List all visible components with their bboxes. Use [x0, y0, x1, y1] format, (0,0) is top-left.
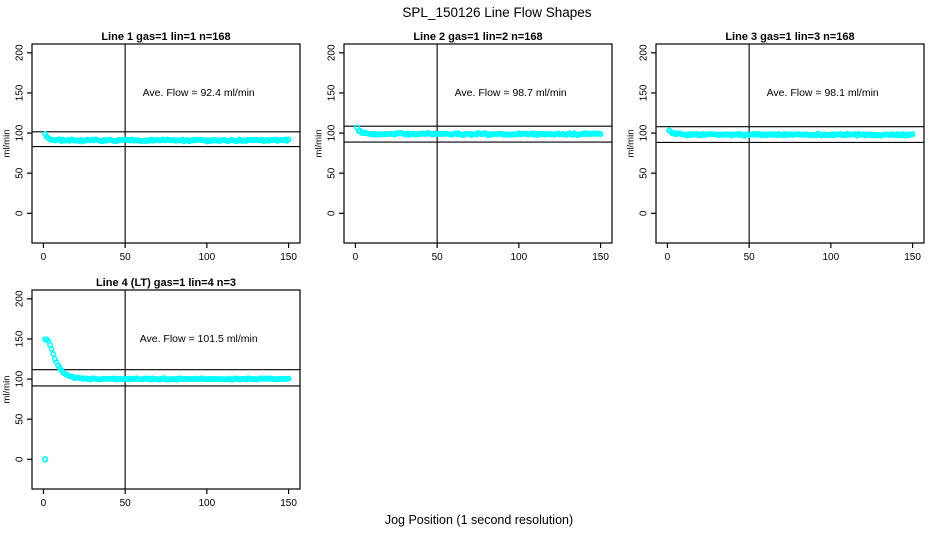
x-tick-label: 0	[353, 252, 359, 263]
x-axis-label: Jog Position (1 second resolution)	[384, 513, 574, 527]
outlier-point	[41, 456, 49, 463]
flow-chart: 0 50 100 150 200 0 50 100 150 Line 3 gas=1 lin=3 …	[626, 31, 925, 263]
x-tick-label: 150	[280, 252, 297, 263]
y-tick-label: 100	[15, 124, 26, 141]
panel-line-1: 0 50 100 150 200 0 50 100 150 Line 1 gas=1 lin=1 …	[0, 28, 312, 274]
plot-box	[31, 43, 301, 244]
plot-box	[343, 43, 613, 244]
flow-scatter-series	[42, 131, 292, 145]
panel-title: Line 4 (LT) gas=1 lin=4 n=3	[96, 277, 236, 289]
y-tick-label: 100	[327, 124, 338, 141]
y-tick-label: 150	[327, 84, 338, 101]
y-tick-label: 50	[15, 167, 26, 179]
y-tick-label: 200	[15, 44, 26, 61]
panel-line-4: 0 50 100 150 200 0 50 100 150 Line 4 (LT) gas=1 l…	[0, 274, 312, 520]
x-tick-label: 50	[432, 252, 444, 263]
x-tick-label: 100	[823, 252, 840, 263]
ave-flow-annotation: Ave. Flow = 101.5 ml/min	[140, 333, 258, 345]
panel-title: Line 3 gas=1 lin=3 n=168	[725, 31, 854, 43]
x-tick-label: 150	[904, 252, 921, 263]
x-tick-label: 0	[41, 498, 47, 509]
data-point	[597, 131, 604, 138]
flow-chart: 0 50 100 150 200 0 50 100 150 Line 2 gas=1 lin=2 …	[314, 31, 613, 263]
panel-title: Line 1 gas=1 lin=1 n=168	[101, 31, 230, 43]
y-tick-label: 0	[639, 210, 650, 216]
data-point	[48, 345, 55, 352]
x-tick-label: 150	[280, 498, 297, 509]
y-tick-label: 100	[15, 370, 26, 387]
panel-title: Line 2 gas=1 lin=2 n=168	[413, 31, 542, 43]
flow-chart: 0 50 100 150 200 0 50 100 150 Line 1 gas=1 lin=1 …	[2, 31, 301, 263]
data-point	[285, 375, 292, 382]
y-tick-label: 0	[327, 210, 338, 216]
x-tick-label: 0	[665, 252, 671, 263]
x-tick-label: 100	[199, 498, 216, 509]
data-point	[50, 350, 57, 357]
panel-line-3: 0 50 100 150 200 0 50 100 150 Line 3 gas=1 lin=3 …	[624, 28, 936, 274]
y-tick-label: 50	[15, 413, 26, 425]
ave-flow-annotation: Ave. Flow = 92.4 ml/min	[143, 87, 255, 99]
y-tick-label: 150	[15, 84, 26, 101]
plot-box	[31, 289, 301, 490]
y-tick-label: 150	[15, 330, 26, 347]
x-tick-label: 50	[120, 252, 132, 263]
x-tick-label: 50	[744, 252, 756, 263]
y-axis-title: ml/min	[2, 130, 13, 158]
y-tick-label: 200	[639, 44, 650, 61]
flow-scatter-series	[41, 336, 292, 463]
flow-scatter-series	[666, 127, 916, 139]
data-point	[909, 131, 916, 138]
x-tick-label: 100	[199, 252, 216, 263]
y-tick-label: 150	[639, 84, 650, 101]
y-tick-label: 200	[15, 290, 26, 307]
y-axis-title: ml/min	[626, 130, 637, 158]
y-tick-label: 50	[639, 167, 650, 179]
x-tick-label: 150	[592, 252, 609, 263]
data-point	[285, 136, 292, 143]
ave-flow-annotation: Ave. Flow = 98.1 ml/min	[767, 87, 879, 99]
panel-line-2: 0 50 100 150 200 0 50 100 150 Line 2 gas=1 lin=2 …	[312, 28, 624, 274]
plot-box	[655, 43, 925, 244]
x-tick-label: 50	[120, 498, 132, 509]
y-axis-title: ml/min	[314, 130, 325, 158]
x-tick-label: 0	[41, 252, 47, 263]
x-tick-label: 100	[511, 252, 528, 263]
figure-title: SPL_150126 Line Flow Shapes	[402, 5, 592, 20]
y-axis-title: ml/min	[2, 376, 13, 404]
flow-chart: 0 50 100 150 200 0 50 100 150 Line 4 (LT) gas=1 l…	[2, 277, 301, 509]
y-tick-label: 0	[15, 456, 26, 462]
y-tick-label: 200	[327, 44, 338, 61]
flow-scatter-series	[354, 124, 604, 138]
ave-flow-annotation: Ave. Flow = 98.7 ml/min	[455, 87, 567, 99]
y-tick-label: 0	[15, 210, 26, 216]
y-tick-label: 100	[639, 124, 650, 141]
y-tick-label: 50	[327, 167, 338, 179]
